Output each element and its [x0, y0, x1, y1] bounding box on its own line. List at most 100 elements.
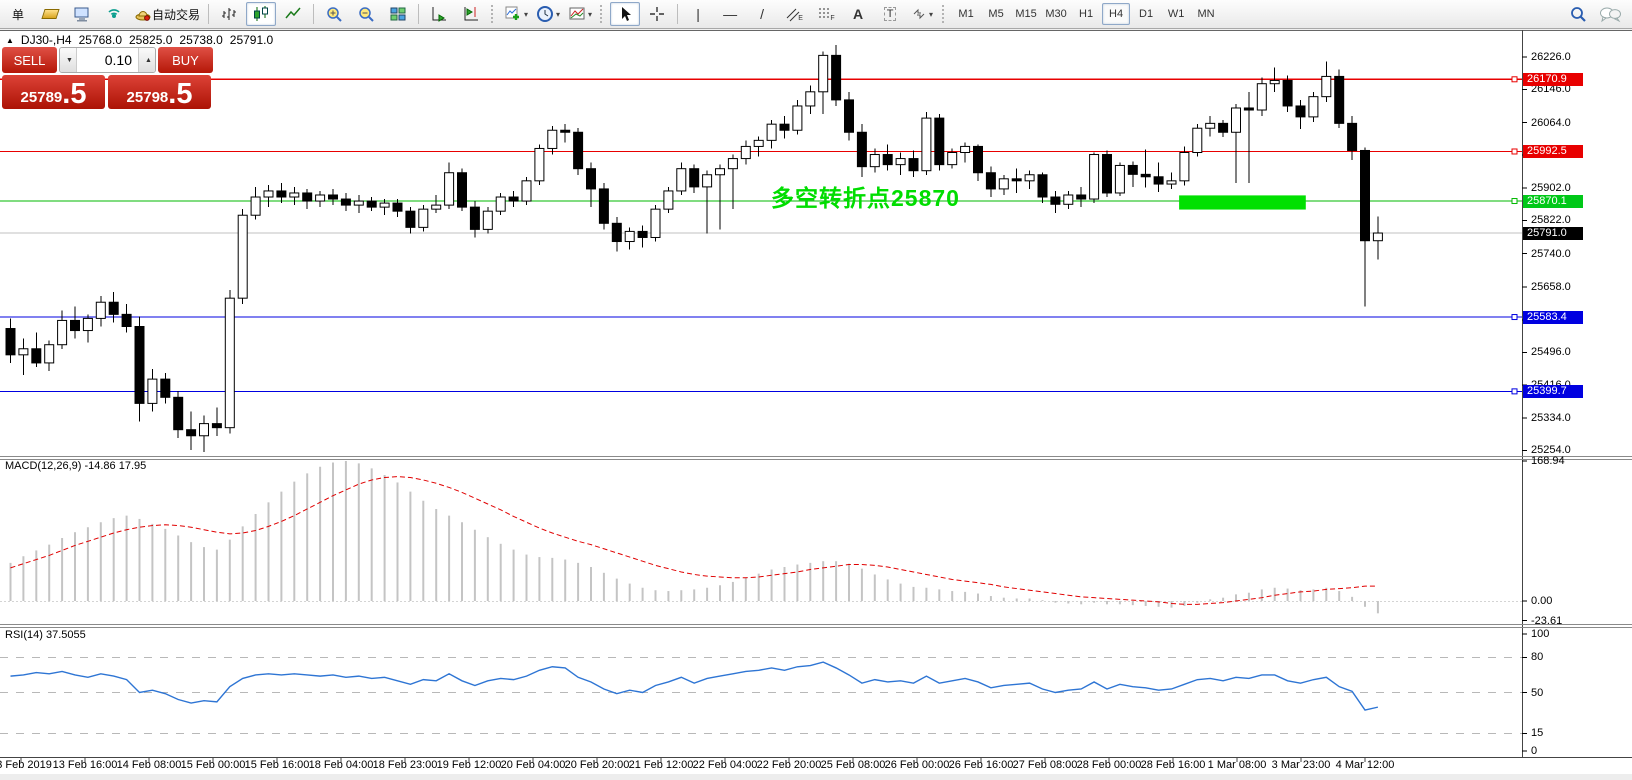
auto-trading-button[interactable]: 自动交易: [131, 2, 203, 26]
virtual-hosting-button[interactable]: [67, 2, 97, 26]
price-level-badge: 25399.7: [1523, 384, 1583, 398]
crosshair-button[interactable]: [642, 2, 672, 26]
toolbar-separator: [418, 4, 420, 24]
date-axis-label: 18 Feb 23:00: [372, 759, 438, 771]
sell-button[interactable]: SELL: [2, 47, 57, 73]
toolbar-grip[interactable]: [600, 5, 605, 23]
price-tick-label: 26064.0: [1531, 116, 1571, 129]
volume-decrease-button[interactable]: ▼: [60, 48, 77, 72]
timeframe-button-w1[interactable]: W1: [1167, 8, 1185, 20]
zoom-in-button[interactable]: [319, 2, 349, 26]
indicators-dropdown-caret[interactable]: ▾: [524, 9, 529, 19]
virtual-hosting-icon: [74, 7, 89, 22]
text-icon: A: [853, 6, 864, 22]
periods-button[interactable]: ▾: [533, 2, 563, 26]
trendline-tool[interactable]: /: [747, 2, 777, 26]
one-click-collapse-arrow[interactable]: ▲: [6, 35, 14, 45]
gold-bars-button[interactable]: [35, 2, 65, 26]
arrows-dropdown-caret[interactable]: ▾: [929, 9, 934, 19]
bar-chart-button[interactable]: [214, 2, 244, 26]
tile-windows-icon: [390, 7, 406, 21]
candlestick-chart-icon: [254, 6, 269, 21]
new-order-button[interactable]: 单: [3, 2, 33, 26]
macd-tick-label: 0.00: [1531, 595, 1553, 607]
vertical-line-tool[interactable]: |: [683, 2, 713, 26]
price-tick-label: 25740.0: [1531, 247, 1571, 260]
date-axis-label: 26 Feb 00:00: [884, 759, 950, 771]
chart-shift-icon: [464, 7, 479, 21]
timeframe-button-h4[interactable]: H4: [1102, 3, 1131, 25]
fibo-f-subscript: F: [830, 14, 835, 22]
trendline-icon: /: [760, 6, 764, 22]
toolbar-separator: [313, 4, 315, 24]
timeframe-button-mn[interactable]: MN: [1197, 8, 1215, 20]
toolbar-separator: [677, 4, 679, 24]
community-button[interactable]: [1595, 3, 1625, 27]
auto-scroll-button[interactable]: [424, 2, 454, 26]
periods-clock-icon: [537, 6, 554, 22]
sell-price-box[interactable]: 25789.5: [2, 75, 105, 109]
equidistant-channel-tool[interactable]: E: [779, 2, 809, 26]
templates-dropdown-caret[interactable]: ▾: [588, 9, 593, 19]
candlestick-chart-button[interactable]: [246, 2, 277, 26]
fibonacci-icon: [819, 8, 832, 18]
tile-windows-button[interactable]: [383, 2, 413, 26]
high-value: 25825.0: [129, 33, 173, 47]
buy-button[interactable]: BUY: [158, 47, 213, 73]
equidistant-channel-icon: [786, 8, 800, 22]
zoom-out-button[interactable]: [351, 2, 381, 26]
periods-dropdown-caret[interactable]: ▾: [556, 9, 561, 19]
date-axis-label: 18 Feb 04:00: [308, 759, 374, 771]
templates-button[interactable]: ▾: [565, 2, 595, 26]
date-axis-label: 3 Mar 23:00: [1271, 759, 1331, 771]
timeframe-button-m15[interactable]: M15: [1015, 8, 1037, 20]
timeframe-button-h1[interactable]: H1: [1079, 8, 1094, 20]
date-axis-label: 22 Feb 20:00: [756, 759, 822, 771]
date-axis-label: 15 Feb 00:00: [180, 759, 246, 771]
indicators-add-icon: [505, 6, 520, 20]
timeframe-button-m1[interactable]: M1: [958, 8, 974, 20]
volume-increase-button[interactable]: ▲: [138, 48, 155, 72]
toolbar-grip[interactable]: [491, 5, 496, 23]
date-axis-label: 13 Feb 2019: [0, 759, 52, 771]
close-value: 25791.0: [229, 33, 274, 47]
green-zone-rect[interactable]: [1179, 195, 1306, 210]
text-tool[interactable]: A: [843, 2, 873, 26]
symbol-period-label: DJ30-,H4: [20, 33, 72, 47]
date-axis-label: 20 Feb 20:00: [564, 759, 630, 771]
rsi-tick-label: 50: [1531, 686, 1544, 699]
date-axis-label: 15 Feb 16:00: [244, 759, 310, 771]
date-axis-label: 27 Feb 08:00: [1012, 759, 1078, 771]
arrows-tool[interactable]: ▾: [907, 2, 937, 26]
fibonacci-tool[interactable]: F: [811, 2, 841, 26]
search-button[interactable]: [1563, 3, 1593, 27]
line-chart-button[interactable]: [278, 2, 308, 26]
rsi-tick-label: 15: [1531, 727, 1544, 740]
line-chart-icon: [285, 7, 301, 19]
signals-button[interactable]: [99, 2, 129, 26]
timeframe-button-m5[interactable]: M5: [988, 8, 1004, 20]
text-label-tool[interactable]: T: [875, 2, 905, 26]
price-tick-label: 25658.0: [1531, 280, 1571, 293]
macd-tick-label: 168.94: [1531, 454, 1565, 467]
horizontal-line-tool[interactable]: —: [715, 2, 745, 26]
buy-price-box[interactable]: 25798.5: [108, 75, 211, 109]
cursor-button[interactable]: [610, 2, 641, 26]
price-tick-label: 25902.0: [1531, 182, 1571, 195]
toolbar-grip[interactable]: [942, 5, 947, 23]
volume-input[interactable]: 0.10: [104, 52, 132, 68]
timeframe-button-m30[interactable]: M30: [1045, 8, 1067, 20]
templates-icon: [569, 7, 585, 20]
zoom-out-icon: [359, 7, 374, 22]
rsi-indicator-label: RSI(14) 37.5055: [5, 629, 86, 641]
price-level-badge: 25870.1: [1523, 194, 1583, 208]
turning-point-annotation[interactable]: 多空转折点25870: [771, 185, 960, 211]
price-tick-label: 26146.0: [1531, 83, 1571, 96]
date-axis-label: 28 Feb 00:00: [1076, 759, 1142, 771]
timeframe-button-d1[interactable]: D1: [1139, 8, 1154, 20]
chart-shift-button[interactable]: [456, 2, 486, 26]
auto-trading-label: 自动交易: [152, 7, 201, 22]
indicators-button[interactable]: ▾: [501, 2, 531, 26]
